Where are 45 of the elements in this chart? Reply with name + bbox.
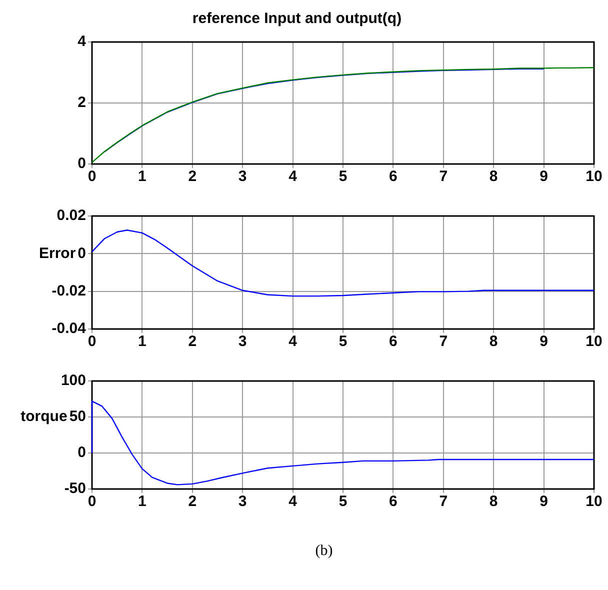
x-tick-label: 8 [489, 168, 498, 186]
x-tick-label: 4 [288, 333, 298, 350]
x-tick-label: 5 [338, 493, 348, 510]
x-tick-label: 4 [288, 168, 298, 186]
x-tick-label: 10 [586, 333, 602, 350]
x-tick-label: 8 [489, 493, 498, 510]
x-tick-label: 6 [389, 168, 398, 186]
y-axis-title: Error [38, 244, 76, 262]
x-tick-label: 6 [389, 333, 398, 350]
x-tick-label: 2 [188, 333, 197, 350]
y-tick-label: 4 [78, 33, 87, 50]
y-tick-label: 50 [69, 408, 86, 426]
x-tick-label: 7 [439, 168, 448, 186]
x-tick-label: 5 [338, 333, 348, 350]
x-tick-label: 10 [586, 493, 602, 510]
x-tick-label: 1 [138, 493, 146, 510]
x-tick-label: 4 [288, 493, 298, 510]
y-tick-label: -0.04 [52, 320, 87, 338]
x-tick-label: 9 [540, 333, 548, 350]
chart-title: reference Input and output(q) [192, 10, 402, 28]
x-tick-label: 3 [238, 333, 247, 350]
x-tick-label: 2 [188, 493, 197, 510]
x-tick-label: 5 [338, 168, 348, 186]
x-tick-label: 3 [238, 168, 247, 186]
y-axis-title: torque [20, 408, 68, 426]
y-tick-label: -0.02 [52, 282, 86, 300]
y-tick-label: 0 [78, 444, 86, 462]
y-tick-label: 0 [78, 155, 86, 172]
x-tick-label: 9 [540, 168, 548, 186]
x-tick-label: 8 [489, 333, 498, 350]
x-tick-label: 7 [439, 333, 448, 350]
x-tick-label: 2 [188, 168, 197, 186]
x-tick-label: 3 [238, 493, 247, 510]
x-tick-label: 6 [389, 493, 398, 510]
y-tick-label: 2 [78, 94, 86, 112]
x-tick-label: 1 [138, 333, 146, 350]
x-tick-label: 1 [138, 168, 146, 186]
x-tick-label: 7 [439, 493, 448, 510]
y-tick-label: -50 [64, 480, 86, 498]
y-tick-label: 0.02 [56, 207, 86, 224]
y-tick-label: 0 [78, 244, 86, 262]
x-tick-label: 10 [586, 168, 602, 186]
text: (b) [314, 543, 334, 560]
x-tick-label: 9 [540, 493, 548, 510]
y-tick-label: 100 [60, 372, 86, 390]
